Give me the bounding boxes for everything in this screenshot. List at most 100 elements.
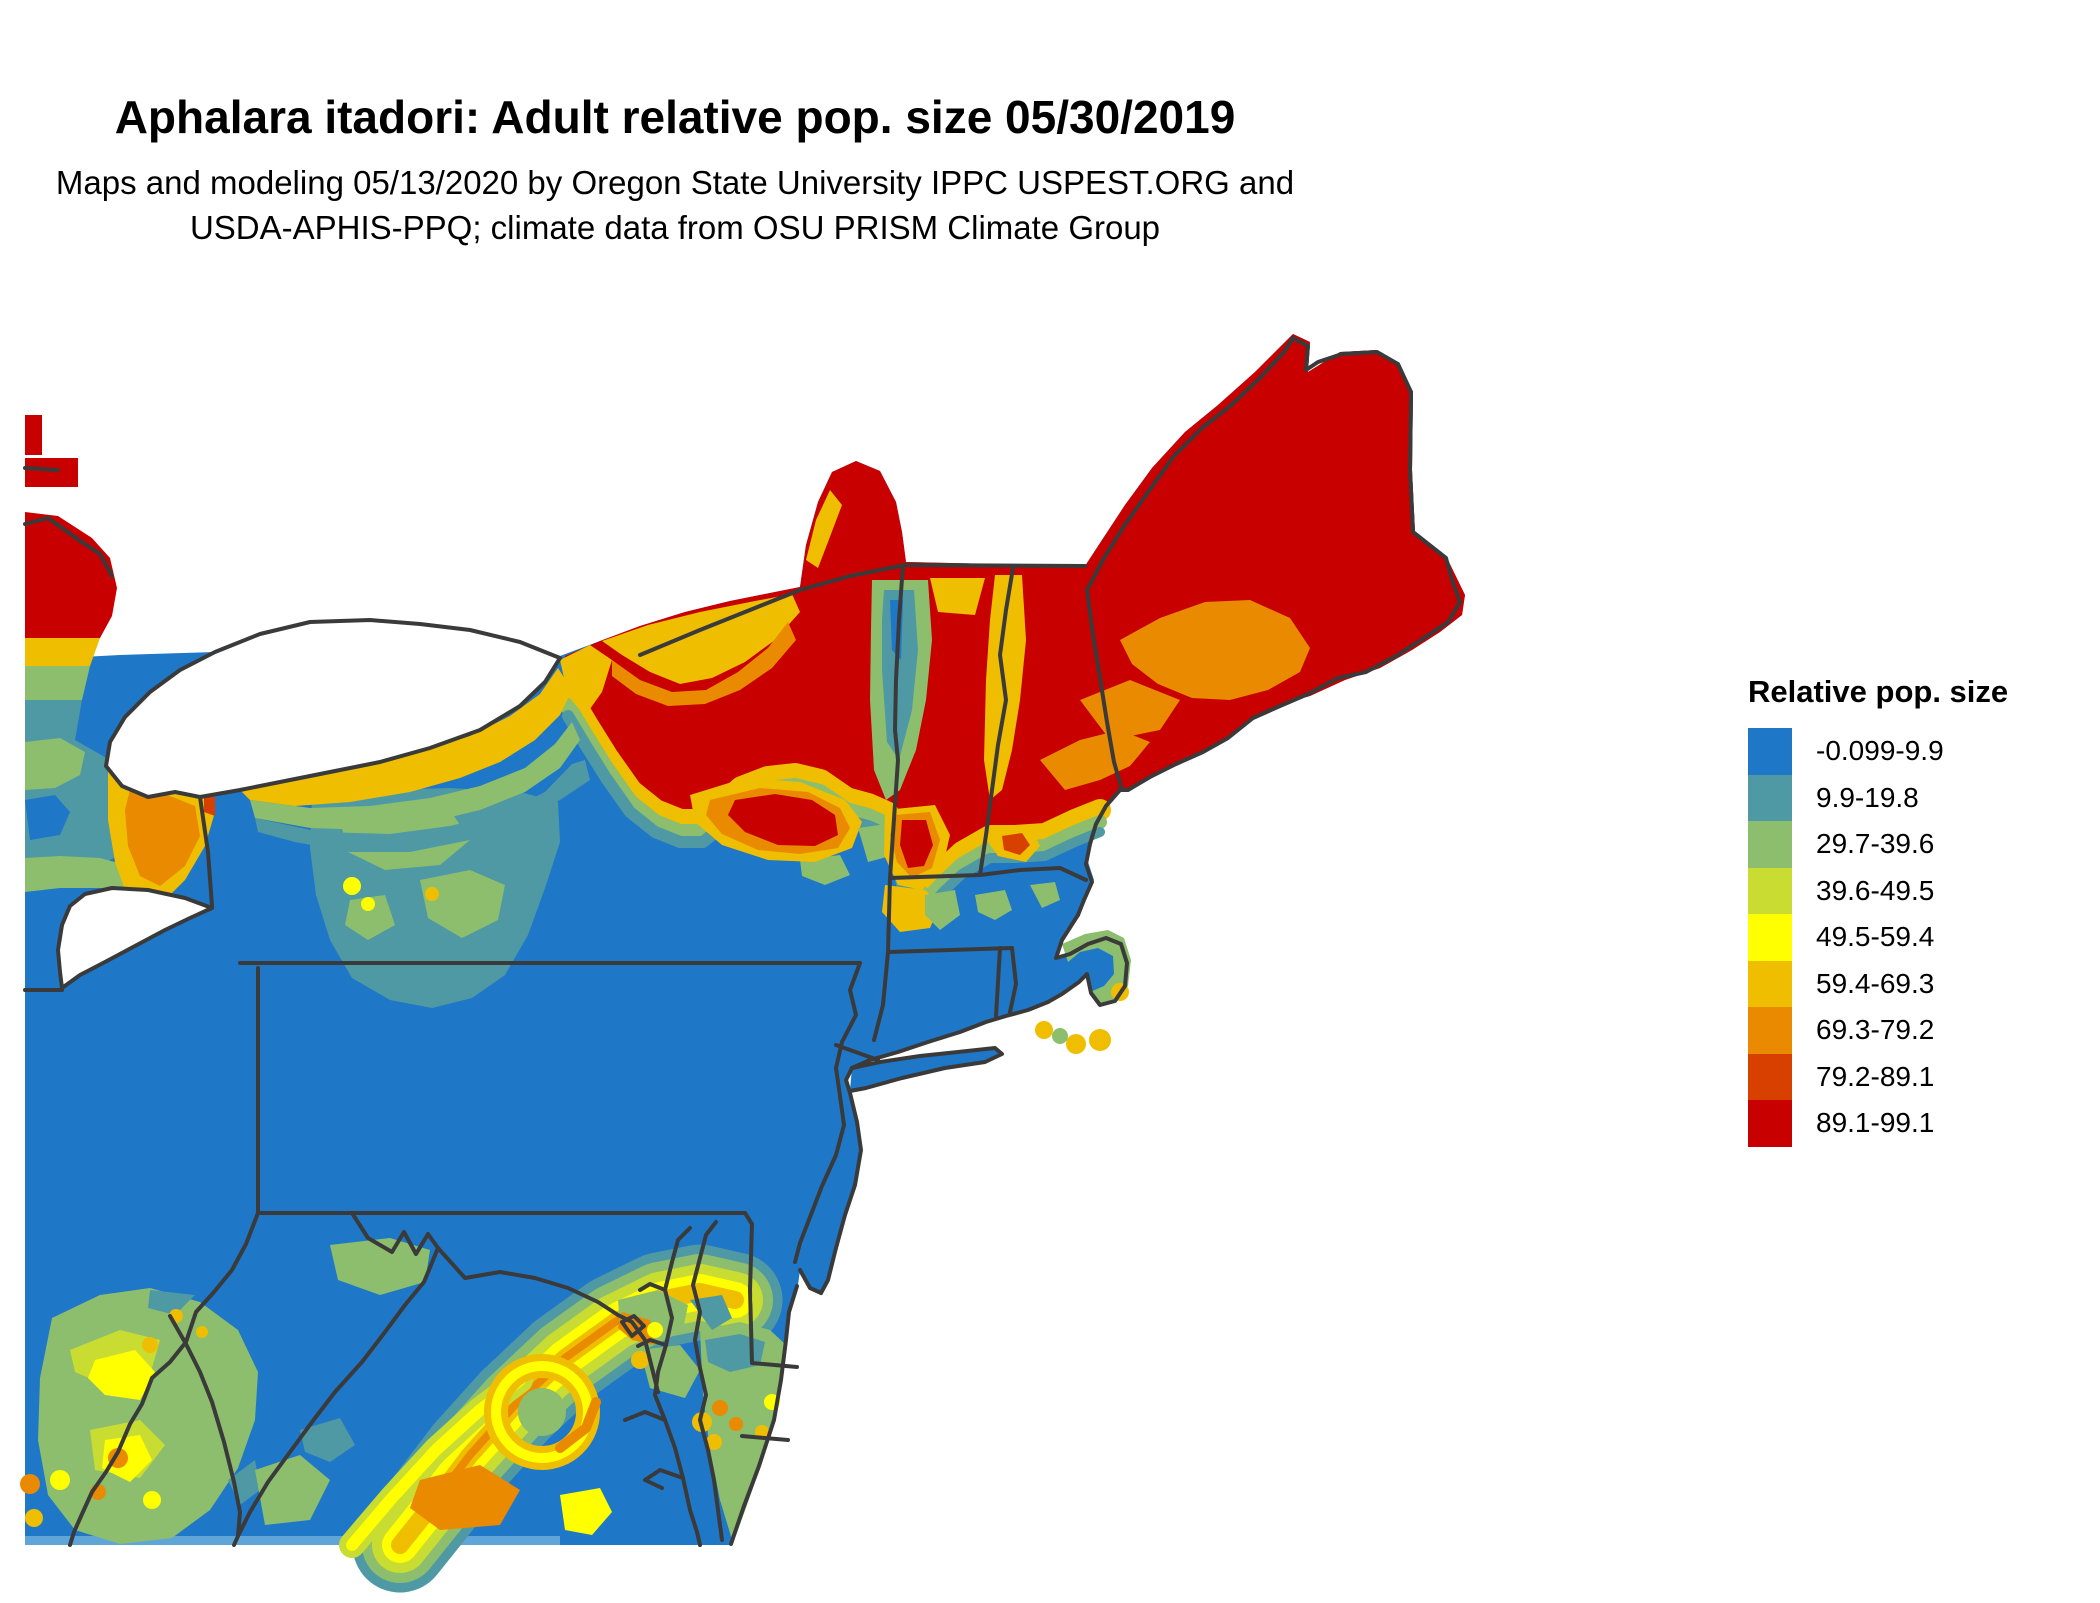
ma-green2 — [1030, 882, 1060, 908]
wv-teal1 — [148, 1290, 195, 1315]
border-ct-ny — [872, 950, 890, 1042]
va-bottom-orange — [410, 1465, 520, 1530]
pa-yellow-spot2 — [361, 897, 375, 911]
wvmd-green — [330, 1238, 430, 1295]
shen-ring-core-green — [518, 1388, 566, 1436]
border-nh-me — [1085, 588, 1124, 792]
border-tributary3 — [623, 1410, 667, 1422]
legend-label: 39.6-49.5 — [1816, 874, 1935, 906]
border-coast-south — [850, 1000, 1050, 1070]
canada-green-blob — [25, 738, 85, 790]
legend-swatch-icon — [1748, 821, 1792, 868]
legend-label: 69.3-79.2 — [1816, 1014, 1935, 1046]
subtitle-line-2: USDA-APHIS-PPQ; climate data from OSU PR… — [189, 209, 1161, 246]
shen-orange-arc — [555, 1397, 601, 1453]
page-title: Aphalara itadori: Adult relative pop. si… — [114, 91, 1236, 143]
island-gold1 — [1035, 1021, 1053, 1039]
island-gold2 — [1066, 1034, 1086, 1054]
border-de-west — [743, 1211, 754, 1365]
legend-label: 79.2-89.1 — [1816, 1060, 1935, 1092]
ontario-shore-green — [250, 722, 580, 830]
border-potomac — [436, 1246, 660, 1394]
border-niagara-river — [198, 795, 214, 908]
border-canada-line1 — [23, 466, 60, 472]
pa-gold-spot — [425, 887, 439, 901]
border-ma-south — [886, 946, 1014, 954]
stlawrence-gold — [602, 594, 800, 684]
maine-orange-band — [1120, 600, 1310, 700]
potomac-gold-spot — [631, 1351, 649, 1369]
border-potomac-forks — [350, 1211, 440, 1256]
legend-swatch-icon — [1748, 1007, 1792, 1054]
wma-green — [925, 890, 960, 930]
border-me-east — [1408, 390, 1462, 604]
potomac-yellow-spot — [647, 1322, 663, 1338]
wv-yellow-spot2 — [143, 1491, 161, 1509]
map-header: Aphalara itadori: Adult relative pop. si… — [0, 90, 1350, 250]
border-45th — [903, 563, 1087, 568]
albany-green — [800, 855, 850, 885]
lake-erie — [56, 886, 214, 990]
border-tributary1 — [638, 1282, 667, 1292]
wv-yellow1 — [88, 1350, 155, 1400]
canada-red-bar2 — [25, 458, 78, 487]
legend-label: 9.9-19.8 — [1816, 781, 1919, 813]
legend-swatch-icon — [1748, 914, 1792, 961]
canada-red-bar1 — [25, 415, 42, 455]
legend-row: 79.2-89.1 — [1748, 1053, 2008, 1100]
wv-orange-edge — [20, 1474, 40, 1494]
border-chesapeake-west — [653, 1260, 702, 1547]
md-orange-spot2 — [729, 1417, 743, 1431]
wv-gold-edge — [25, 1509, 43, 1527]
border-cape-cod — [1046, 913, 1129, 1007]
border-delmarva-mdva — [740, 1434, 790, 1442]
nhvt-green-fringe — [898, 815, 1107, 905]
nh-coast-orange — [1040, 730, 1150, 790]
border-chesapeake-east — [691, 1256, 724, 1542]
legend-row: 49.5-59.4 — [1748, 914, 2008, 961]
border-ny-vt — [888, 563, 905, 880]
legend-row: 89.1-99.1 — [1748, 1100, 2008, 1147]
lake-ontario — [104, 618, 562, 799]
border-me-west — [1085, 336, 1295, 592]
nh-spot-red — [1002, 833, 1030, 855]
wv-gold-spot3 — [196, 1326, 208, 1338]
legend-label: -0.099-9.9 — [1816, 735, 1944, 767]
pa-green2 — [420, 870, 505, 938]
md-orange-spot1 — [712, 1400, 728, 1416]
border-tributary4 — [643, 1468, 685, 1490]
svt-red — [900, 820, 933, 868]
ma-green1 — [975, 890, 1012, 920]
border-wv-va — [232, 1246, 440, 1547]
legend-row: 29.7-39.6 — [1748, 821, 2008, 868]
champlain-teal — [882, 590, 918, 760]
border-nj-north — [834, 1043, 880, 1062]
map-subtitle: Maps and modeling 05/13/2020 by Oregon S… — [0, 160, 1350, 250]
legend-swatch-icon — [1748, 1053, 1792, 1100]
wv-yellow-spot1 — [50, 1470, 70, 1490]
border-long-island — [848, 1046, 1004, 1093]
legend-swatch-icon — [1748, 1100, 1792, 1147]
border-ri-east — [1008, 946, 1018, 1014]
md-westshore-teal — [690, 1295, 732, 1330]
pa-yellow-spot1 — [343, 877, 361, 895]
border-dc — [620, 1314, 646, 1338]
wv-gold-spot1 — [142, 1337, 158, 1353]
catskill-red — [728, 794, 838, 846]
legend-label: 59.4-69.3 — [1816, 967, 1935, 999]
border-nj-coast — [819, 1091, 863, 1295]
border-coast-nh-ma — [1076, 788, 1122, 917]
gap-teal — [300, 1418, 355, 1462]
border-ma-nh — [888, 866, 1088, 882]
border-oh-wv — [68, 1211, 260, 1547]
border-hudson-mouth — [844, 1066, 854, 1095]
border-de-md-south — [750, 1361, 799, 1369]
border-ri-west — [994, 946, 1002, 1018]
ontario-shore-gold — [240, 668, 572, 806]
legend-row: 59.4-69.3 — [1748, 960, 2008, 1007]
montreal-bump-gold — [806, 490, 842, 568]
border-delaware-river — [793, 961, 862, 1264]
legend-title: Relative pop. size — [1748, 674, 2009, 709]
legend-row: 39.6-49.5 — [1748, 867, 2008, 914]
